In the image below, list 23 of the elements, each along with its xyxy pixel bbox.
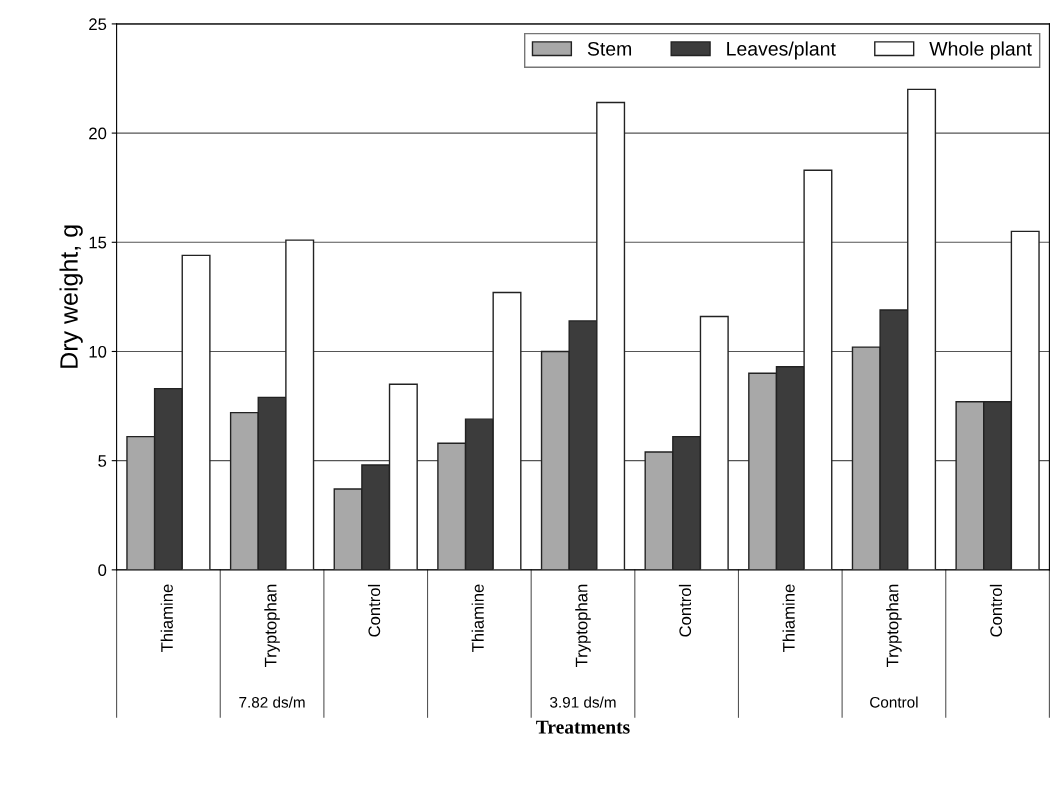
legend-label: Leaves/plant [727, 41, 836, 60]
x-tick-label: Thiamine [160, 584, 173, 652]
y-tick-label: 15 [89, 236, 107, 249]
x-tick-label: Control [367, 584, 381, 637]
y-tick-label: 25 [89, 18, 107, 31]
x-tick-label: Tryptophan [886, 584, 902, 668]
y-tick-label: 5 [98, 455, 107, 467]
legend-label: Whole plant [929, 41, 1032, 60]
x-tick-label: Control [678, 584, 692, 637]
x-tick-label: Thiamine [782, 584, 795, 652]
x-axis-title: Treatments [536, 720, 630, 734]
text: 7.82 ds/m [239, 696, 305, 708]
y-tick-label: 0 [98, 564, 107, 577]
x-tick-label: Control [989, 584, 1003, 637]
x-tick-label: Thiamine [471, 584, 484, 652]
x-tick-label: Tryptophan [575, 584, 591, 668]
y-axis-title: Dry weight, g [59, 225, 83, 368]
x-tick-label: Tryptophan [264, 584, 280, 668]
text: 3.91 ds/m [550, 696, 616, 708]
legend-label: Stem [587, 41, 632, 56]
text: Control [870, 696, 918, 708]
y-tick-label: 10 [89, 345, 107, 358]
y-tick-label: 20 [89, 127, 107, 140]
